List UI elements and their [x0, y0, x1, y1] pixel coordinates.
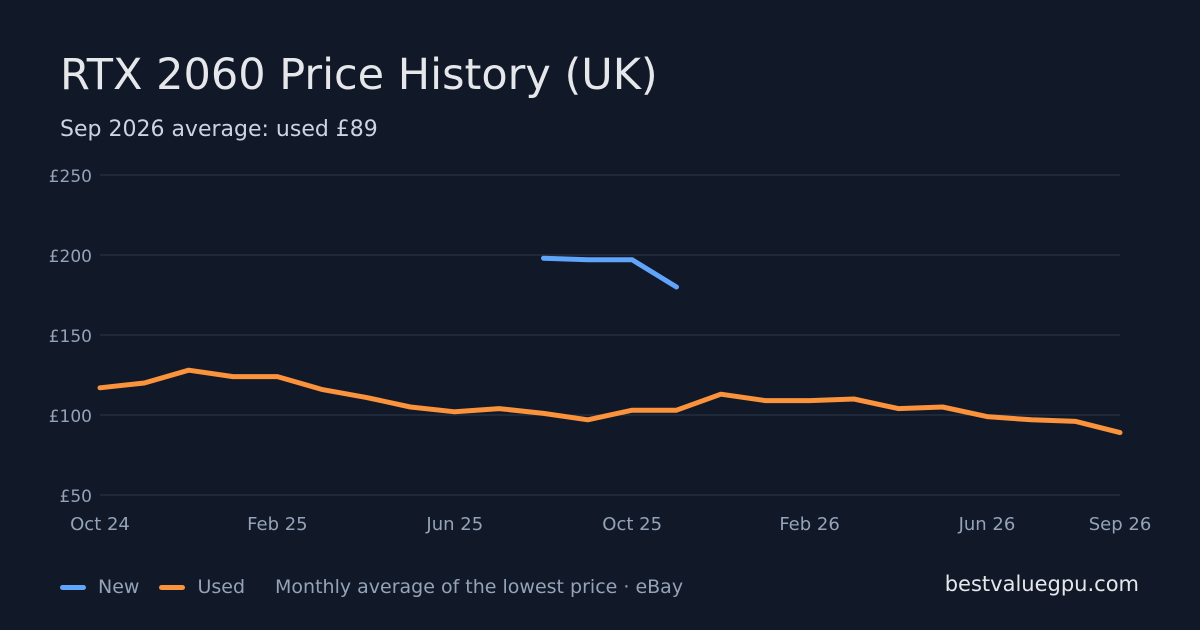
chart-title: RTX 2060 Price History (UK)	[60, 50, 658, 100]
legend-item-new: New	[60, 576, 139, 598]
y-axis-ticks: £50 £100 £150 £200 £250	[49, 167, 92, 507]
y-tick-label: £100	[49, 407, 92, 427]
x-tick-label: Jun 26	[958, 514, 1016, 535]
y-tick-label: £150	[49, 327, 92, 347]
gridlines	[100, 174, 1120, 496]
x-tick-label: Feb 25	[247, 514, 308, 535]
legend-item-used: Used	[159, 576, 245, 598]
x-tick-label: Oct 24	[70, 514, 130, 535]
x-tick-label: Jun 25	[425, 514, 483, 535]
legend-label-new: New	[98, 576, 140, 598]
series-line-used	[97, 367, 1123, 436]
x-tick-label: Feb 26	[779, 514, 840, 535]
brand-url: bestvaluegpu.com	[944, 572, 1139, 596]
y-tick-label: £200	[49, 247, 92, 267]
y-tick-label: £250	[49, 167, 92, 187]
legend: New Used Monthly average of the lowest p…	[60, 574, 683, 600]
legend-swatch-new	[60, 584, 86, 590]
series-lines	[97, 255, 1123, 436]
legend-swatch-used	[159, 584, 186, 590]
x-tick-label: Oct 25	[602, 514, 662, 535]
series-line-new	[541, 255, 679, 290]
x-tick-label: Sep 26	[1089, 514, 1152, 535]
chart-subtitle: Sep 2026 average: used £89	[60, 117, 378, 142]
legend-label-used: Used	[197, 576, 246, 598]
y-tick-label: £50	[60, 487, 92, 507]
x-axis-ticks: Oct 24 Feb 25 Jun 25 Oct 25 Feb 26 Jun 26 Sep …	[70, 514, 1151, 535]
data-source-note: Monthly average of the lowest price · eB…	[275, 576, 684, 598]
